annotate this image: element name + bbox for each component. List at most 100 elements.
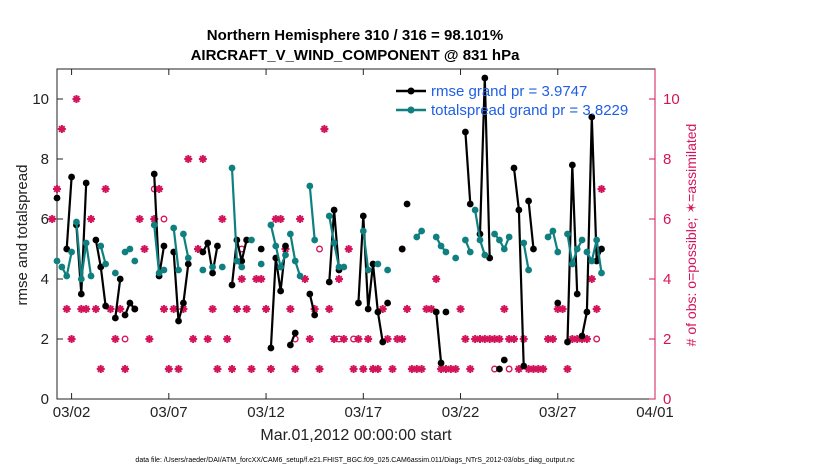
obs-assimilated-marker — [403, 305, 412, 313]
obs-assimilated-marker — [587, 275, 596, 283]
rmse-point — [520, 362, 528, 370]
obs-assimilated-marker — [432, 275, 441, 283]
rmse-point — [500, 356, 508, 364]
rmse-point — [359, 212, 367, 220]
obs-assimilated-marker — [334, 275, 343, 283]
rmse-point — [330, 206, 338, 214]
obs-assimilated-marker — [140, 245, 149, 253]
obs-assimilated-marker — [330, 335, 339, 343]
totalspread-point — [568, 260, 576, 268]
obs-assimilated-marker — [67, 335, 76, 343]
rmse-point — [77, 290, 85, 298]
totalspread-point — [180, 230, 187, 238]
obs-assimilated-marker — [82, 305, 91, 313]
obs-assimilated-marker — [398, 335, 407, 343]
rmse-point — [267, 344, 275, 352]
obs-assimilated-marker — [548, 335, 557, 343]
totalspread-point — [82, 239, 90, 247]
legend-rmse-marker — [407, 87, 415, 95]
footer-datafile: data file: /Users/raeder/DAI/ATM_forcXX/… — [135, 457, 575, 464]
rmse-point — [126, 299, 134, 307]
totalspread-point — [452, 254, 460, 262]
y-tick-label: 8 — [41, 151, 49, 168]
obs-assimilated-marker — [228, 365, 237, 373]
obs-assimilated-marker — [592, 305, 601, 313]
y-right-tick-label: 8 — [663, 151, 671, 168]
obs-possible-marker — [505, 365, 513, 373]
totalspread-point — [491, 230, 498, 238]
rmse-line — [308, 293, 316, 316]
obs-assimilated-marker — [262, 305, 271, 313]
rmse-point — [68, 173, 75, 181]
totalspread-point — [175, 266, 182, 274]
series-totalspread — [53, 164, 605, 283]
obs-assimilated-marker — [320, 125, 329, 133]
obs-assimilated-marker — [296, 215, 305, 223]
totalspread-line — [75, 221, 93, 280]
obs-assimilated-marker — [451, 365, 460, 373]
obs-assimilated-marker — [349, 365, 358, 373]
rmse-point — [116, 275, 124, 283]
totalspread-point — [77, 275, 85, 283]
totalspread-point — [588, 257, 596, 265]
y-axis-label-left: rmse and totalspread — [14, 165, 31, 306]
rmse-point — [180, 299, 187, 307]
x-tick-label: 04/01 — [636, 404, 674, 421]
obs-possible-marker — [160, 215, 168, 223]
totalspread-point — [374, 260, 382, 268]
totalspread-point — [296, 272, 304, 280]
totalspread-point — [340, 263, 348, 271]
rmse-point — [228, 281, 236, 289]
rmse-point — [583, 308, 591, 316]
y-tick-label: 10 — [32, 91, 49, 108]
rmse-point — [102, 302, 110, 310]
totalspread-point — [306, 182, 314, 190]
rmse-point — [374, 308, 382, 316]
chart-title-line2: AIRCRAFT_V_WIND_COMPONENT @ 831 hPa — [191, 47, 521, 64]
rmse-point — [510, 164, 518, 172]
rmse-point — [466, 200, 474, 208]
rmse-point — [486, 254, 494, 262]
obs-assimilated-marker — [91, 305, 100, 313]
totalspread-point — [126, 245, 134, 253]
obs-assimilated-marker — [364, 335, 373, 343]
totalspread-point — [199, 266, 207, 274]
rmse-point — [554, 299, 562, 307]
totalspread-point — [257, 260, 265, 268]
obs-possible-marker — [335, 335, 343, 343]
totalspread-point — [335, 263, 343, 271]
obs-assimilated-marker — [57, 125, 66, 133]
rmse-line — [527, 200, 535, 250]
obs-assimilated-marker — [466, 365, 475, 373]
y-right-tick-label: 0 — [663, 391, 671, 408]
rmse-point — [131, 305, 139, 313]
legend-totalspread-marker — [407, 106, 415, 114]
totalspread-point — [272, 242, 280, 250]
obs-assimilated-marker — [87, 215, 96, 223]
y-tick-label: 2 — [41, 331, 49, 348]
obs-assimilated-marker — [72, 95, 81, 103]
obs-assimilated-marker — [135, 215, 144, 223]
rmse-point — [437, 359, 445, 367]
rmse-point — [568, 161, 576, 169]
totalspread-line — [308, 185, 316, 241]
rmse-line — [464, 131, 472, 205]
obs-assimilated-marker — [257, 275, 266, 283]
chart-title-line1: Northern Hemisphere 310 / 316 = 98.101% — [207, 27, 503, 44]
totalspread-point — [364, 266, 372, 274]
y-right-tick-label: 10 — [663, 91, 680, 108]
obs-assimilated-marker — [558, 305, 567, 313]
rmse-point — [214, 242, 221, 250]
rmse-point — [204, 239, 212, 247]
rmse-point — [184, 260, 192, 268]
obs-assimilated-marker — [354, 335, 363, 343]
rmse-point — [461, 128, 469, 136]
totalspread-point — [505, 233, 513, 241]
obs-assimilated-marker — [291, 365, 300, 373]
obs-assimilated-marker — [213, 365, 222, 373]
obs-assimilated-marker — [286, 305, 295, 313]
rmse-point — [209, 269, 216, 277]
obs-assimilated-marker — [232, 305, 241, 313]
